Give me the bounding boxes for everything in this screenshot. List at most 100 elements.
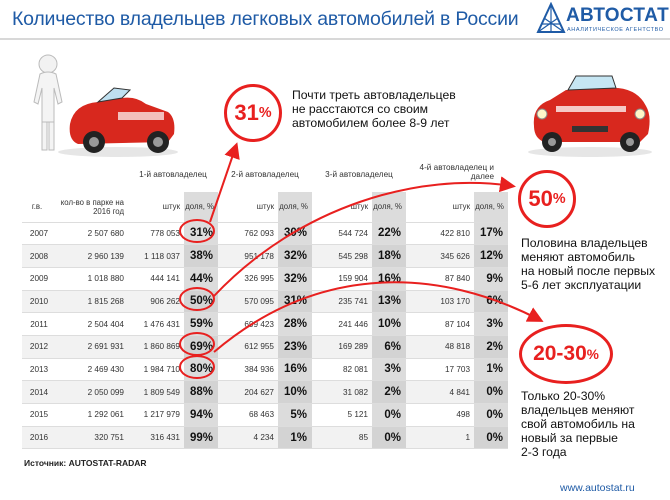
man-with-car-illustration <box>33 54 178 157</box>
group-header-owner-4: 4-й автовладелец и далее <box>419 163 494 181</box>
cell-s1: 59% <box>184 312 218 336</box>
callout-line: автомобилем более 8-9 лет <box>292 116 450 130</box>
cell-s2: 32% <box>278 244 312 268</box>
group-header-owner-3: 3-й автовладелец <box>325 170 393 179</box>
callout-line: владельцев меняют <box>521 403 635 417</box>
cell-s1: 69% <box>184 335 218 359</box>
table-body: 2007 2 507 680 778 053 31% 762 093 30% 544 724… <box>22 222 508 450</box>
red-convertible-illustration <box>528 75 652 157</box>
callout-line: свой автомобиль на <box>521 417 635 431</box>
cell-year: 2011 <box>22 312 56 336</box>
cell-o1: 1 217 979 <box>128 403 184 427</box>
callout-badge-31: 31% <box>224 84 282 142</box>
cell-o3: 5 121 <box>312 403 372 427</box>
source-note: Источник: AUTOSTAT-RADAR <box>24 458 147 468</box>
cell-o4: 422 810 <box>406 222 474 246</box>
group-header-empty <box>22 160 128 192</box>
cell-o1: 444 141 <box>128 267 184 291</box>
cell-s1: 44% <box>184 267 218 291</box>
cell-year: 2009 <box>22 267 56 291</box>
callout-line: 2-3 года <box>521 445 567 459</box>
cell-s2: 31% <box>278 290 312 314</box>
callout-text-1: Почти треть автовладельцев не расстаются… <box>292 88 456 130</box>
col-count-3: штук <box>312 192 372 223</box>
cell-o3: 169 289 <box>312 335 372 359</box>
cell-o2: 699 423 <box>218 312 278 336</box>
title-divider <box>0 38 670 40</box>
table-row: 2015 1 292 061 1 217 979 94% 68 463 5% 5 121 0%… <box>22 403 508 427</box>
cell-o3: 235 741 <box>312 290 372 314</box>
badge-value: 50 <box>528 186 553 211</box>
group-header-row: 1-й автовладелец 2-й автовладелец 3-й ав… <box>22 160 508 192</box>
cell-s1: 31% <box>184 222 218 246</box>
cell-fleet: 2 050 099 <box>56 380 128 404</box>
cell-s4: 2% <box>474 335 508 359</box>
cell-o4: 103 170 <box>406 290 474 314</box>
header: Количество владельцев легковых автомобил… <box>0 0 670 40</box>
cell-fleet: 1 815 268 <box>56 290 128 314</box>
cell-o4: 4 841 <box>406 380 474 404</box>
cell-fleet: 320 751 <box>56 426 128 450</box>
cell-fleet: 2 504 404 <box>56 312 128 336</box>
cell-s4: 12% <box>474 244 508 268</box>
cell-o4: 87 840 <box>406 267 474 291</box>
cell-s3: 22% <box>372 222 406 246</box>
col-share-3: доля, % <box>372 192 406 223</box>
table-row: 2013 2 469 430 1 984 710 80% 384 936 16% 82 08… <box>22 358 508 382</box>
cell-s4: 0% <box>474 426 508 450</box>
cell-o4: 1 <box>406 426 474 450</box>
cell-s4: 0% <box>474 403 508 427</box>
cell-o2: 951 178 <box>218 244 278 268</box>
cell-s1: 99% <box>184 426 218 450</box>
cell-s3: 10% <box>372 312 406 336</box>
cell-o1: 906 262 <box>128 290 184 314</box>
badge-unit: % <box>258 105 272 121</box>
cell-s1: 50% <box>184 290 218 314</box>
cell-s2: 23% <box>278 335 312 359</box>
cell-o4: 17 703 <box>406 358 474 382</box>
cell-s4: 17% <box>474 222 508 246</box>
cell-s1: 94% <box>184 403 218 427</box>
badge-value: 20-30 <box>533 342 587 365</box>
cell-year: 2016 <box>22 426 56 450</box>
col-share-4: доля, % <box>474 192 508 223</box>
cell-s4: 3% <box>474 312 508 336</box>
cell-fleet: 1 292 061 <box>56 403 128 427</box>
callout-line: на новый после первых <box>521 264 656 278</box>
cell-o2: 762 093 <box>218 222 278 246</box>
cell-s4: 6% <box>474 290 508 314</box>
cell-s3: 18% <box>372 244 406 268</box>
owners-table: 1-й автовладелец 2-й автовладелец 3-й ав… <box>22 160 508 450</box>
logo-name: АВТОСТАТ <box>566 5 670 26</box>
col-share-2: доля, % <box>278 192 312 223</box>
cell-s2: 28% <box>278 312 312 336</box>
website-link[interactable]: www.autostat.ru <box>560 482 635 494</box>
cell-s1: 88% <box>184 380 218 404</box>
cell-fleet: 2 507 680 <box>56 222 128 246</box>
callout-line: новый за первые <box>521 431 618 445</box>
table-row: 2016 320 751 316 431 99% 4 234 1% 85 0% 1 0% <box>22 426 508 450</box>
cell-o1: 1 860 869 <box>128 335 184 359</box>
cell-s4: 9% <box>474 267 508 291</box>
col-year: г.в. <box>22 192 56 223</box>
badge-value: 31 <box>234 100 259 125</box>
callout-line: меняют автомобиль <box>521 250 635 264</box>
cell-s3: 0% <box>372 426 406 450</box>
callout-line: 5-6 лет эксплуатации <box>521 278 642 292</box>
cell-o3: 544 724 <box>312 222 372 246</box>
cell-o3: 545 298 <box>312 244 372 268</box>
callout-text-3: Только 20-30% владельцев меняют свой авт… <box>521 389 635 459</box>
cell-year: 2015 <box>22 403 56 427</box>
table-row: 2008 2 960 139 1 118 037 38% 951 178 32% 545 2… <box>22 244 508 268</box>
cell-o3: 241 446 <box>312 312 372 336</box>
callout-badge-20-30: 20-30% <box>519 324 613 384</box>
cell-s3: 0% <box>372 403 406 427</box>
cell-fleet: 2 960 139 <box>56 244 128 268</box>
autostat-logo[interactable]: АВТОСТАТ АНАЛИТИЧЕСКОЕ АГЕНТСТВО <box>536 2 670 40</box>
cell-o4: 498 <box>406 403 474 427</box>
cell-o3: 31 082 <box>312 380 372 404</box>
table-row: 2012 2 691 931 1 860 869 69% 612 955 23% 169 2… <box>22 335 508 359</box>
autostat-logo-icon <box>536 2 566 33</box>
cell-o4: 345 626 <box>406 244 474 268</box>
cell-s1: 80% <box>184 358 218 382</box>
